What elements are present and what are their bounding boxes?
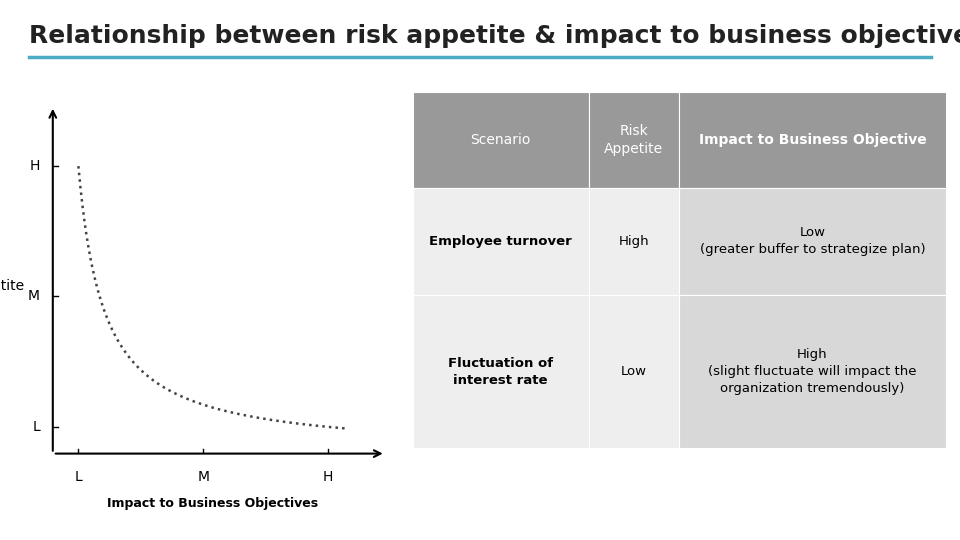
Bar: [680, 188, 946, 295]
Text: Relationship between risk appetite & impact to business objectives: Relationship between risk appetite & imp…: [29, 24, 960, 48]
Text: High
(slight fluctuate will impact the
organization tremendously): High (slight fluctuate will impact the o…: [708, 348, 917, 395]
Bar: [413, 188, 588, 295]
Text: M: M: [28, 289, 40, 303]
Text: Low: Low: [621, 365, 647, 378]
Text: H: H: [323, 470, 333, 484]
Text: H: H: [30, 159, 40, 173]
Text: L: L: [75, 470, 83, 484]
Bar: [680, 295, 946, 448]
Bar: [588, 295, 680, 448]
Text: Appetite: Appetite: [0, 280, 25, 293]
Text: Risk
Appetite: Risk Appetite: [605, 124, 663, 156]
Text: Impact to Business Objective: Impact to Business Objective: [699, 133, 926, 147]
Bar: [413, 295, 588, 448]
Bar: [680, 92, 946, 188]
Text: Employee turnover: Employee turnover: [429, 235, 572, 248]
Bar: [413, 92, 588, 188]
Bar: [588, 188, 680, 295]
Bar: [588, 92, 680, 188]
Text: Scenario: Scenario: [470, 133, 531, 147]
Text: Fluctuation of
interest rate: Fluctuation of interest rate: [448, 356, 553, 387]
Text: High: High: [618, 235, 649, 248]
Text: Low
(greater buffer to strategize plan): Low (greater buffer to strategize plan): [700, 226, 925, 256]
Text: Impact to Business Objectives: Impact to Business Objectives: [108, 497, 319, 510]
Text: L: L: [33, 420, 40, 434]
Text: M: M: [197, 470, 209, 484]
